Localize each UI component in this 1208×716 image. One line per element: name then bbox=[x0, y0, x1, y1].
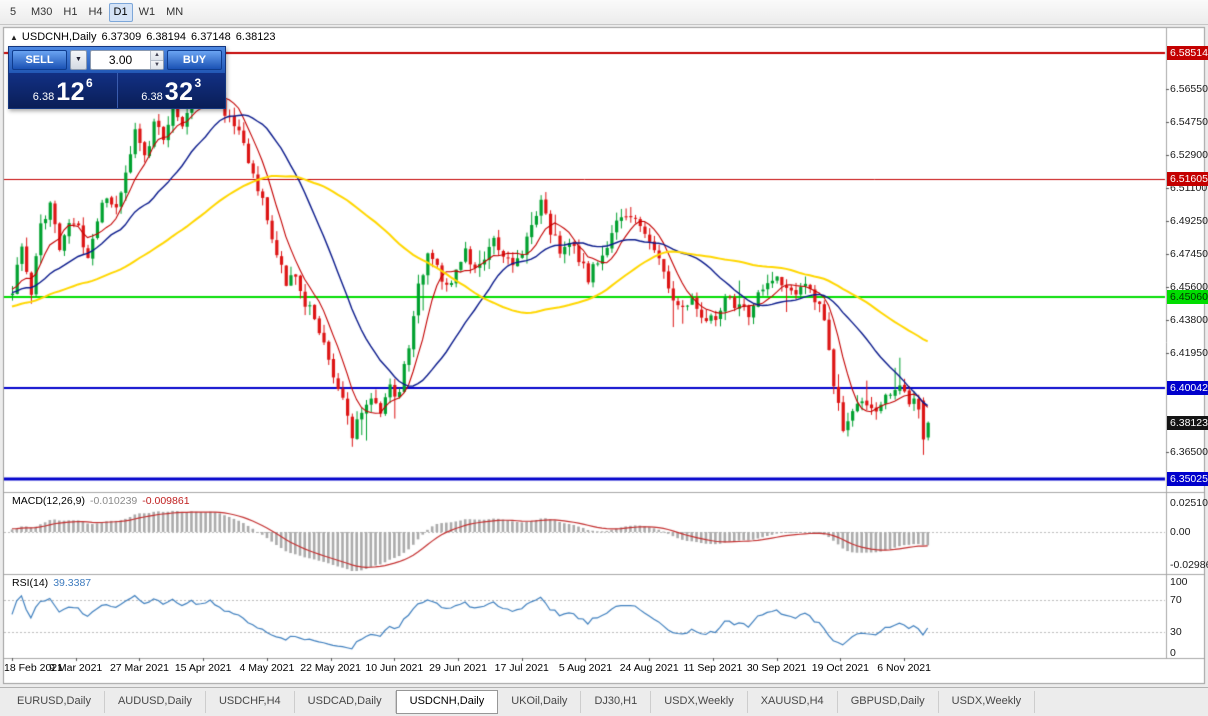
price-axis-tick: 6.47450 bbox=[1170, 247, 1208, 260]
macd-main-value: -0.010239 bbox=[89, 495, 138, 507]
macd-scale-tick: 0.02510 bbox=[1170, 497, 1208, 510]
timeframe-button-h1[interactable]: H1 bbox=[63, 6, 78, 18]
chart-tab-bar: EURUSD,Daily AUDUSD,Daily USDCHF,H4 USDCAD,… bbox=[0, 687, 1208, 716]
date-axis-label: 30 Sep 2021 bbox=[746, 662, 807, 674]
chart-tab-eurusd-daily[interactable]: EURUSD,Daily bbox=[4, 691, 105, 713]
price-badge: 6.40042 bbox=[1167, 381, 1208, 395]
volume-spin-up-icon[interactable]: ▲ bbox=[151, 51, 163, 60]
ask-price-prefix: 6.38 bbox=[141, 91, 163, 103]
rsi-value: 39.3387 bbox=[53, 577, 92, 589]
timeframe-button-d1[interactable]: D1 bbox=[108, 2, 133, 22]
macd-indicator-label: MACD(12,26,9) -0.010239 -0.009861 bbox=[12, 495, 190, 507]
rsi-scale-tick: 70 bbox=[1170, 593, 1182, 606]
price-axis-tick: 6.41950 bbox=[1170, 347, 1208, 360]
price-axis-tick: 6.43800 bbox=[1170, 313, 1208, 326]
timeframe-button-5[interactable]: 5 bbox=[9, 6, 17, 18]
timeframe-button-w1[interactable]: W1 bbox=[138, 6, 156, 18]
timeframe-button-h4[interactable]: H4 bbox=[88, 6, 103, 18]
volume-spinner: ▲ ▼ bbox=[150, 51, 163, 69]
date-axis-label: 10 Jun 2021 bbox=[365, 662, 424, 674]
rsi-scale-tick: 0 bbox=[1170, 647, 1176, 659]
price-axis-tick: 6.56550 bbox=[1170, 83, 1208, 96]
chart-tab-dj30-h1[interactable]: DJ30,H1 bbox=[581, 691, 652, 713]
price-axis-tick: 6.54750 bbox=[1170, 115, 1208, 128]
date-axis-label: 6 Nov 2021 bbox=[877, 662, 931, 674]
ask-price-pip: 3 bbox=[194, 76, 202, 90]
date-axis-label: 27 Mar 2021 bbox=[109, 662, 169, 674]
volume-field[interactable]: 3.00 ▲ ▼ bbox=[90, 50, 164, 70]
chart-tab-usdx-weekly[interactable]: USDX,Weekly bbox=[651, 691, 748, 713]
rsi-scale-tick: 100 bbox=[1170, 576, 1188, 588]
date-axis-label: 18 Feb 2021 bbox=[4, 662, 63, 674]
chart-ohlc-header: ▲ USDCNH,Daily 6.37309 6.38194 6.37148 6.3812… bbox=[10, 31, 276, 43]
chart-symbol-label: USDCNH,Daily bbox=[21, 31, 97, 43]
bid-price-display[interactable]: 6.38 12 6 bbox=[9, 73, 118, 108]
price-badge: 6.35025 bbox=[1167, 471, 1208, 486]
price-badge: 6.38123 bbox=[1167, 415, 1208, 430]
chart-tab-usdcad-daily[interactable]: USDCAD,Daily bbox=[295, 691, 396, 713]
macd-name: MACD(12,26,9) bbox=[12, 495, 85, 507]
macd-scale-tick: 0.00 bbox=[1170, 526, 1191, 538]
price-badge: 6.45060 bbox=[1167, 290, 1208, 305]
sell-button[interactable]: SELL bbox=[12, 50, 67, 70]
buy-button[interactable]: BUY bbox=[167, 50, 222, 70]
ohlc-close: 6.38123 bbox=[235, 31, 276, 43]
volume-spin-down-icon[interactable]: ▼ bbox=[151, 60, 163, 69]
timeframe-button-m30[interactable]: M30 bbox=[31, 6, 53, 18]
price-badge: 6.58514 bbox=[1167, 46, 1208, 61]
ohlc-high: 6.38194 bbox=[146, 31, 187, 43]
macd-scale-tick: -0.02986 bbox=[1170, 559, 1208, 571]
date-axis-label: 22 May 2021 bbox=[300, 662, 361, 674]
timeframe-button-mn[interactable]: MN bbox=[166, 6, 184, 18]
date-axis-label: 29 Jun 2021 bbox=[429, 662, 487, 674]
timeframe-toolbar: 5 M30 H1 H4 D1 W1 MN bbox=[0, 0, 1208, 25]
chart-tab-usdcnh-daily[interactable]: USDCNH,Daily bbox=[395, 690, 499, 714]
chart-tab-usdchf-h4[interactable]: USDCHF,H4 bbox=[206, 691, 295, 713]
price-axis-tick: 6.49250 bbox=[1170, 215, 1208, 228]
collapse-trade-panel-icon[interactable]: ▲ bbox=[10, 33, 18, 42]
bid-price-prefix: 6.38 bbox=[32, 91, 55, 103]
rsi-scale-tick: 30 bbox=[1170, 626, 1182, 639]
volume-dropdown-button[interactable]: ▼ bbox=[70, 50, 87, 70]
bid-price-pip: 6 bbox=[86, 76, 93, 90]
macd-signal-value: -0.009861 bbox=[142, 495, 190, 507]
ask-price-big: 32 bbox=[164, 78, 194, 106]
rsi-indicator-label: RSI(14) 39.3387 bbox=[12, 577, 91, 589]
date-axis-label: 19 Oct 2021 bbox=[811, 662, 869, 674]
chart-tab-usdx-weekly[interactable]: USDX,Weekly bbox=[939, 691, 1036, 713]
price-axis-tick: 6.52900 bbox=[1170, 149, 1208, 162]
date-axis-label: 24 Aug 2021 bbox=[619, 662, 679, 674]
one-click-trading-panel: SELL ▼ 3.00 ▲ ▼ BUY 6.38 12 6 6.38 32 3 bbox=[8, 46, 226, 109]
ohlc-open: 6.37309 bbox=[101, 31, 142, 43]
price-axis-tick: 6.36500 bbox=[1170, 446, 1208, 459]
volume-value[interactable]: 3.00 bbox=[108, 53, 133, 67]
date-axis-label: 4 May 2021 bbox=[239, 662, 295, 674]
bid-price-big: 12 bbox=[56, 78, 86, 106]
chart-tab-audusd-daily[interactable]: AUDUSD,Daily bbox=[105, 691, 206, 713]
rsi-name: RSI(14) bbox=[12, 577, 49, 589]
date-axis-label: 9 Mar 2021 bbox=[49, 662, 103, 674]
price-badge: 6.51605 bbox=[1167, 171, 1208, 186]
chart-tab-xauusd-h4[interactable]: XAUUSD,H4 bbox=[748, 691, 838, 713]
date-axis-label: 15 Apr 2021 bbox=[174, 662, 232, 674]
chart-tab-gbpusd-daily[interactable]: GBPUSD,Daily bbox=[838, 691, 939, 713]
date-axis-label: 5 Aug 2021 bbox=[558, 662, 613, 674]
chart-tab-ukoil-daily[interactable]: UKOil,Daily bbox=[498, 691, 582, 713]
date-axis-label: 11 Sep 2021 bbox=[683, 662, 743, 674]
ohlc-low: 6.37148 bbox=[191, 31, 231, 43]
date-axis-label: 17 Jul 2021 bbox=[494, 662, 549, 674]
ask-price-display[interactable]: 6.38 32 3 bbox=[118, 73, 226, 108]
